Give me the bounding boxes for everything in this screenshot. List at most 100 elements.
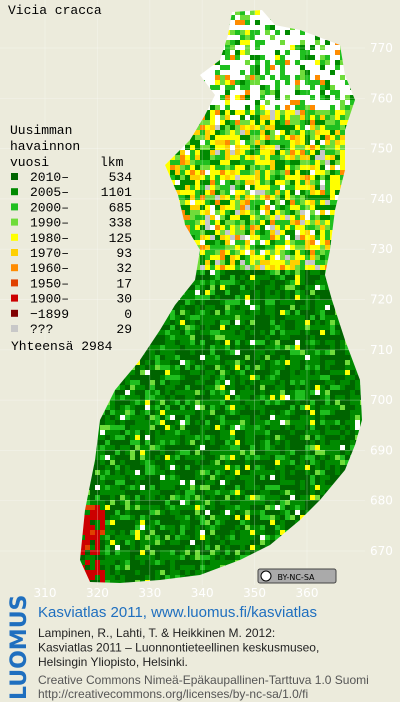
map-cell [145,440,150,445]
map-cell [130,360,135,365]
map-cell [155,350,160,355]
map-cell [330,175,335,180]
map-cell [120,420,125,425]
map-cell [335,435,340,440]
map-cell [100,260,105,265]
map-cell [270,280,275,285]
map-cell [270,385,275,390]
map-cell [205,380,210,385]
map-cell [325,400,330,405]
map-cell [275,185,280,190]
map-cell [295,250,300,255]
map-cell [310,395,315,400]
map-cell [330,275,335,280]
map-cell [225,140,230,145]
map-cell [110,390,115,395]
map-cell [200,440,205,445]
map-cell [180,340,185,345]
map-cell [330,360,335,365]
map-cell [245,390,250,395]
map-cell [265,360,270,365]
map-cell [170,80,175,85]
map-cell [210,85,215,90]
map-cell [285,425,290,430]
map-cell [345,445,350,450]
map-cell [350,485,355,490]
map-cell [150,345,155,350]
map-cell [315,160,320,165]
map-cell [125,30,130,35]
map-cell [300,345,305,350]
map-cell [355,70,360,75]
map-cell [225,450,230,455]
map-cell [150,465,155,470]
map-cell [240,220,245,225]
map-cell [115,365,120,370]
map-cell [180,350,185,355]
map-cell [190,305,195,310]
map-cell [185,25,190,30]
map-cell [325,160,330,165]
map-cell [325,155,330,160]
map-cell [280,280,285,285]
map-cell [240,440,245,445]
map-cell [205,345,210,350]
map-cell [205,275,210,280]
map-cell [350,395,355,400]
map-cell [120,25,125,30]
map-cell [270,370,275,375]
map-cell [245,60,250,65]
map-cell [200,375,205,380]
map-cell [170,430,175,435]
map-cell [180,215,185,220]
map-cell [355,285,360,290]
map-cell [195,135,200,140]
map-cell [190,395,195,400]
map-cell [275,405,280,410]
map-cell [295,165,300,170]
map-cell [75,265,80,270]
map-cell [345,255,350,260]
map-cell [105,370,110,375]
map-cell [190,435,195,440]
map-cell [165,360,170,365]
map-cell [285,400,290,405]
map-cell [185,210,190,215]
map-cell [275,350,280,355]
map-cell [290,205,295,210]
map-cell [335,415,340,420]
map-cell [280,475,285,480]
map-cell [105,415,110,420]
map-cell [250,400,255,405]
map-cell [150,205,155,210]
map-cell [205,245,210,250]
map-cell [105,130,110,135]
map-cell [350,370,355,375]
map-cell [155,330,160,335]
map-cell [75,155,80,160]
map-cell [220,190,225,195]
map-cell [170,330,175,335]
map-cell [235,410,240,415]
map-cell [245,455,250,460]
map-cell [250,135,255,140]
map-cell [305,150,310,155]
map-cell [215,170,220,175]
map-cell [200,350,205,355]
map-cell [245,370,250,375]
map-cell [260,305,265,310]
map-cell [135,5,140,10]
map-cell [295,255,300,260]
map-cell [140,205,145,210]
map-cell [230,500,235,505]
map-cell [290,120,295,125]
map-cell [190,170,195,175]
map-cell [225,355,230,360]
map-cell [145,330,150,335]
map-cell [240,395,245,400]
map-cell [330,495,335,500]
map-cell [160,150,165,155]
map-cell [85,280,90,285]
map-cell [235,220,240,225]
map-cell [215,355,220,360]
